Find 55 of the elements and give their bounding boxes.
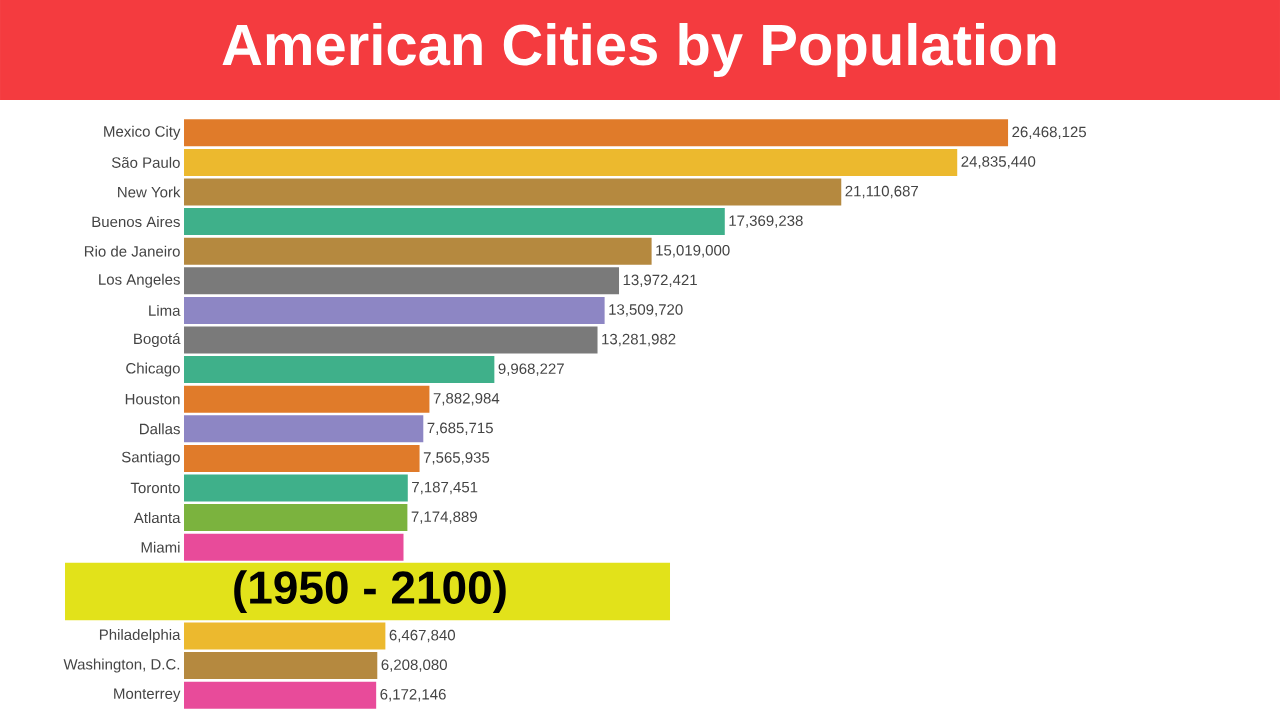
bar <box>184 385 430 413</box>
bar <box>184 208 725 236</box>
y-tick-label: Rio de Janeiro <box>84 245 180 257</box>
bar <box>184 356 495 384</box>
bar <box>184 148 958 176</box>
data-label: 13,509,720 <box>609 304 683 317</box>
y-tick-label: New York <box>118 186 181 198</box>
data-label: 13,281,982 <box>602 333 676 347</box>
y-tick-label: Philadelphia <box>99 629 181 643</box>
data-label: 6,467,840 <box>389 629 456 643</box>
y-tick-label: Lima <box>149 304 181 316</box>
bar <box>184 474 408 502</box>
bar <box>184 237 652 265</box>
y-tick-label: Miami <box>141 541 180 553</box>
data-label: 7,565,935 <box>423 452 490 465</box>
data-label: 21,110,687 <box>845 185 918 199</box>
data-label: 15,019,000 <box>656 245 730 258</box>
y-tick-label: Los Angeles <box>99 273 180 288</box>
y-tick-label: Houston <box>125 393 180 405</box>
y-tick-label: Buenos Aires <box>92 216 180 228</box>
data-label: 6,172,146 <box>380 688 446 702</box>
y-tick-label: Santiago <box>121 451 180 466</box>
bar <box>184 652 378 680</box>
bar <box>184 326 598 354</box>
data-label: 7,174,889 <box>411 511 477 524</box>
bar <box>184 178 842 206</box>
y-tick-label: Dallas <box>140 423 180 435</box>
data-label: 7,882,984 <box>433 393 500 406</box>
y-tick-label: Mexico City <box>104 125 181 140</box>
data-label: 13,972,421 <box>623 274 697 287</box>
bar <box>184 533 404 561</box>
y-tick-label: Toronto <box>130 482 180 494</box>
y-tick-label: Washington, D.C. <box>63 658 180 673</box>
bar <box>184 415 424 443</box>
y-tick-label: Chicago <box>126 362 180 377</box>
bar <box>184 267 620 295</box>
bar <box>184 119 1009 147</box>
data-label: 24,835,440 <box>961 156 1036 169</box>
data-label: 17,369,238 <box>729 215 803 228</box>
data-label: 7,685,715 <box>427 422 493 435</box>
data-label: 7,187,451 <box>412 481 478 495</box>
y-tick-label: Monterrey <box>114 688 181 702</box>
bar <box>184 444 420 472</box>
data-label: 26,468,125 <box>1012 126 1087 139</box>
bar <box>184 681 377 709</box>
y-tick-label: Bogotá <box>134 332 181 348</box>
bar <box>184 296 605 324</box>
data-label: 9,968,227 <box>498 363 564 376</box>
text: (1950 - 2100) <box>234 570 506 614</box>
data-label: 6,208,080 <box>381 659 447 672</box>
bar <box>184 622 386 650</box>
y-tick-label: São Paulo <box>111 156 180 168</box>
chart-title: American Cities by Population <box>222 22 1056 78</box>
y-tick-label: Atlanta <box>133 512 181 524</box>
bar <box>184 504 408 532</box>
